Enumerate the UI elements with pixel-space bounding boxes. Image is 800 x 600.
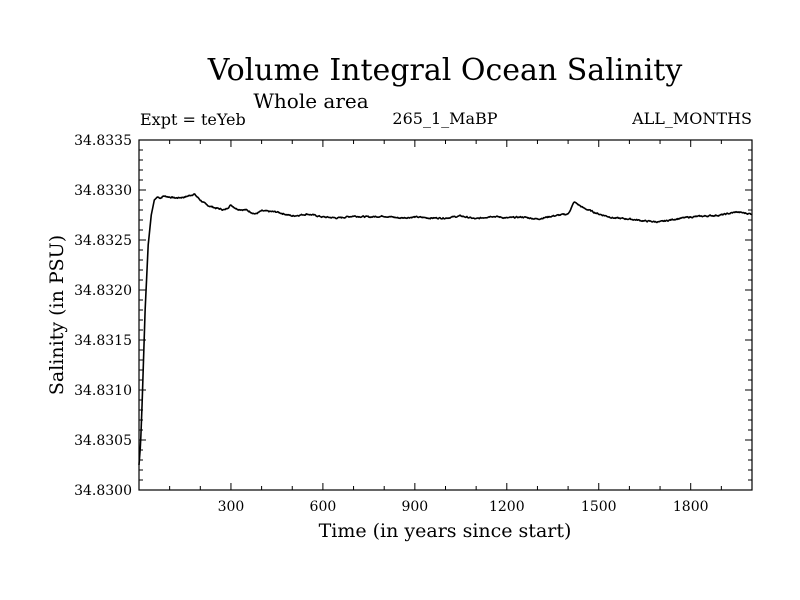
x-tick-label: 600 bbox=[310, 499, 337, 515]
x-tick-label: 1800 bbox=[673, 499, 709, 515]
x-tick-label: 900 bbox=[401, 499, 428, 515]
y-tick-label: 34.8330 bbox=[74, 183, 132, 199]
x-tick-label: 1500 bbox=[581, 499, 617, 515]
y-tick-label: 34.8320 bbox=[74, 283, 132, 299]
y-tick-label: 34.8300 bbox=[74, 483, 132, 499]
plot-frame bbox=[138, 139, 753, 491]
x-tick-label: 300 bbox=[218, 499, 245, 515]
y-tick-label: 34.8325 bbox=[74, 233, 132, 249]
chart-subtitle: Whole area bbox=[253, 89, 368, 113]
run-id-label: 265_1_MaBP bbox=[392, 109, 497, 128]
plot-area: 300 600 900 1200 1500 1800 34.8300 34.8305 34.83… bbox=[74, 133, 753, 515]
x-tick-label: 1200 bbox=[489, 499, 525, 515]
y-tick-label: 34.8335 bbox=[74, 133, 132, 149]
y-axis-title: Salinity (in PSU) bbox=[46, 235, 68, 395]
experiment-label: Expt = teYeb bbox=[140, 110, 246, 129]
chart-title: Volume Integral Ocean Salinity bbox=[207, 53, 683, 88]
y-tick-label: 34.8305 bbox=[74, 433, 132, 449]
x-axis-title: Time (in years since start) bbox=[319, 520, 572, 542]
months-label: ALL_MONTHS bbox=[631, 109, 752, 128]
y-tick-label: 34.8315 bbox=[74, 333, 132, 349]
series-line-salinity bbox=[138, 193, 753, 466]
y-tick-label: 34.8310 bbox=[74, 383, 132, 399]
